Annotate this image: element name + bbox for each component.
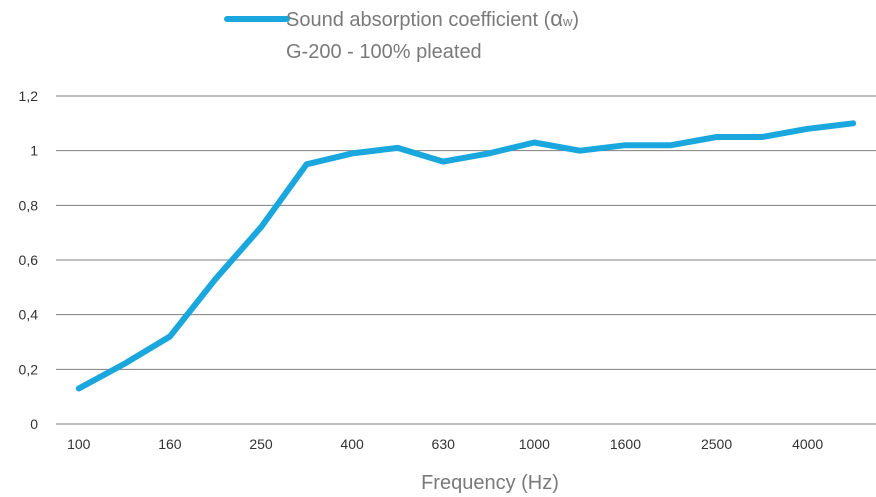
y-tick-label: 0,8 bbox=[19, 197, 39, 213]
x-axis-title: Frequency (Hz) bbox=[421, 472, 559, 494]
x-tick-label: 400 bbox=[340, 436, 364, 452]
x-tick-label: 100 bbox=[67, 436, 91, 452]
y-tick-label: 0,6 bbox=[19, 252, 39, 268]
y-tick-label: 0 bbox=[30, 416, 38, 432]
x-tick-label: 2500 bbox=[701, 436, 732, 452]
y-axis-tick-labels: 0 0,2 0,4 0,6 0,8 1 1,2 bbox=[19, 88, 39, 432]
x-tick-label: 1000 bbox=[519, 436, 550, 452]
gridlines bbox=[56, 95, 876, 425]
y-tick-label: 0,2 bbox=[19, 361, 39, 377]
legend-label-line1: Sound absorption coefficient (αw) bbox=[286, 6, 579, 31]
series-layer bbox=[75, 120, 857, 392]
legend-label-subscript: w bbox=[562, 14, 573, 29]
y-tick-label: 1,2 bbox=[19, 88, 39, 104]
x-tick-label: 160 bbox=[158, 436, 182, 452]
legend-label-line2: G-200 - 100% pleated bbox=[286, 41, 482, 63]
legend-label-text: Sound absorption coefficient ( bbox=[286, 9, 551, 31]
y-tick-label: 0,4 bbox=[19, 307, 39, 323]
series-line bbox=[75, 120, 857, 392]
x-tick-label: 630 bbox=[432, 436, 456, 452]
x-tick-label: 1600 bbox=[610, 436, 641, 452]
legend-label-close: ) bbox=[572, 9, 579, 31]
x-tick-label: 4000 bbox=[792, 436, 823, 452]
y-tick-label: 1 bbox=[30, 143, 38, 159]
x-axis-tick-labels: 100 160 250 400 630 1000 1600 2500 4000 bbox=[67, 436, 823, 452]
legend: Sound absorption coefficient (αw) G-200 … bbox=[224, 6, 579, 63]
legend-label-symbol: α bbox=[550, 6, 563, 31]
x-tick-label: 250 bbox=[249, 436, 273, 452]
